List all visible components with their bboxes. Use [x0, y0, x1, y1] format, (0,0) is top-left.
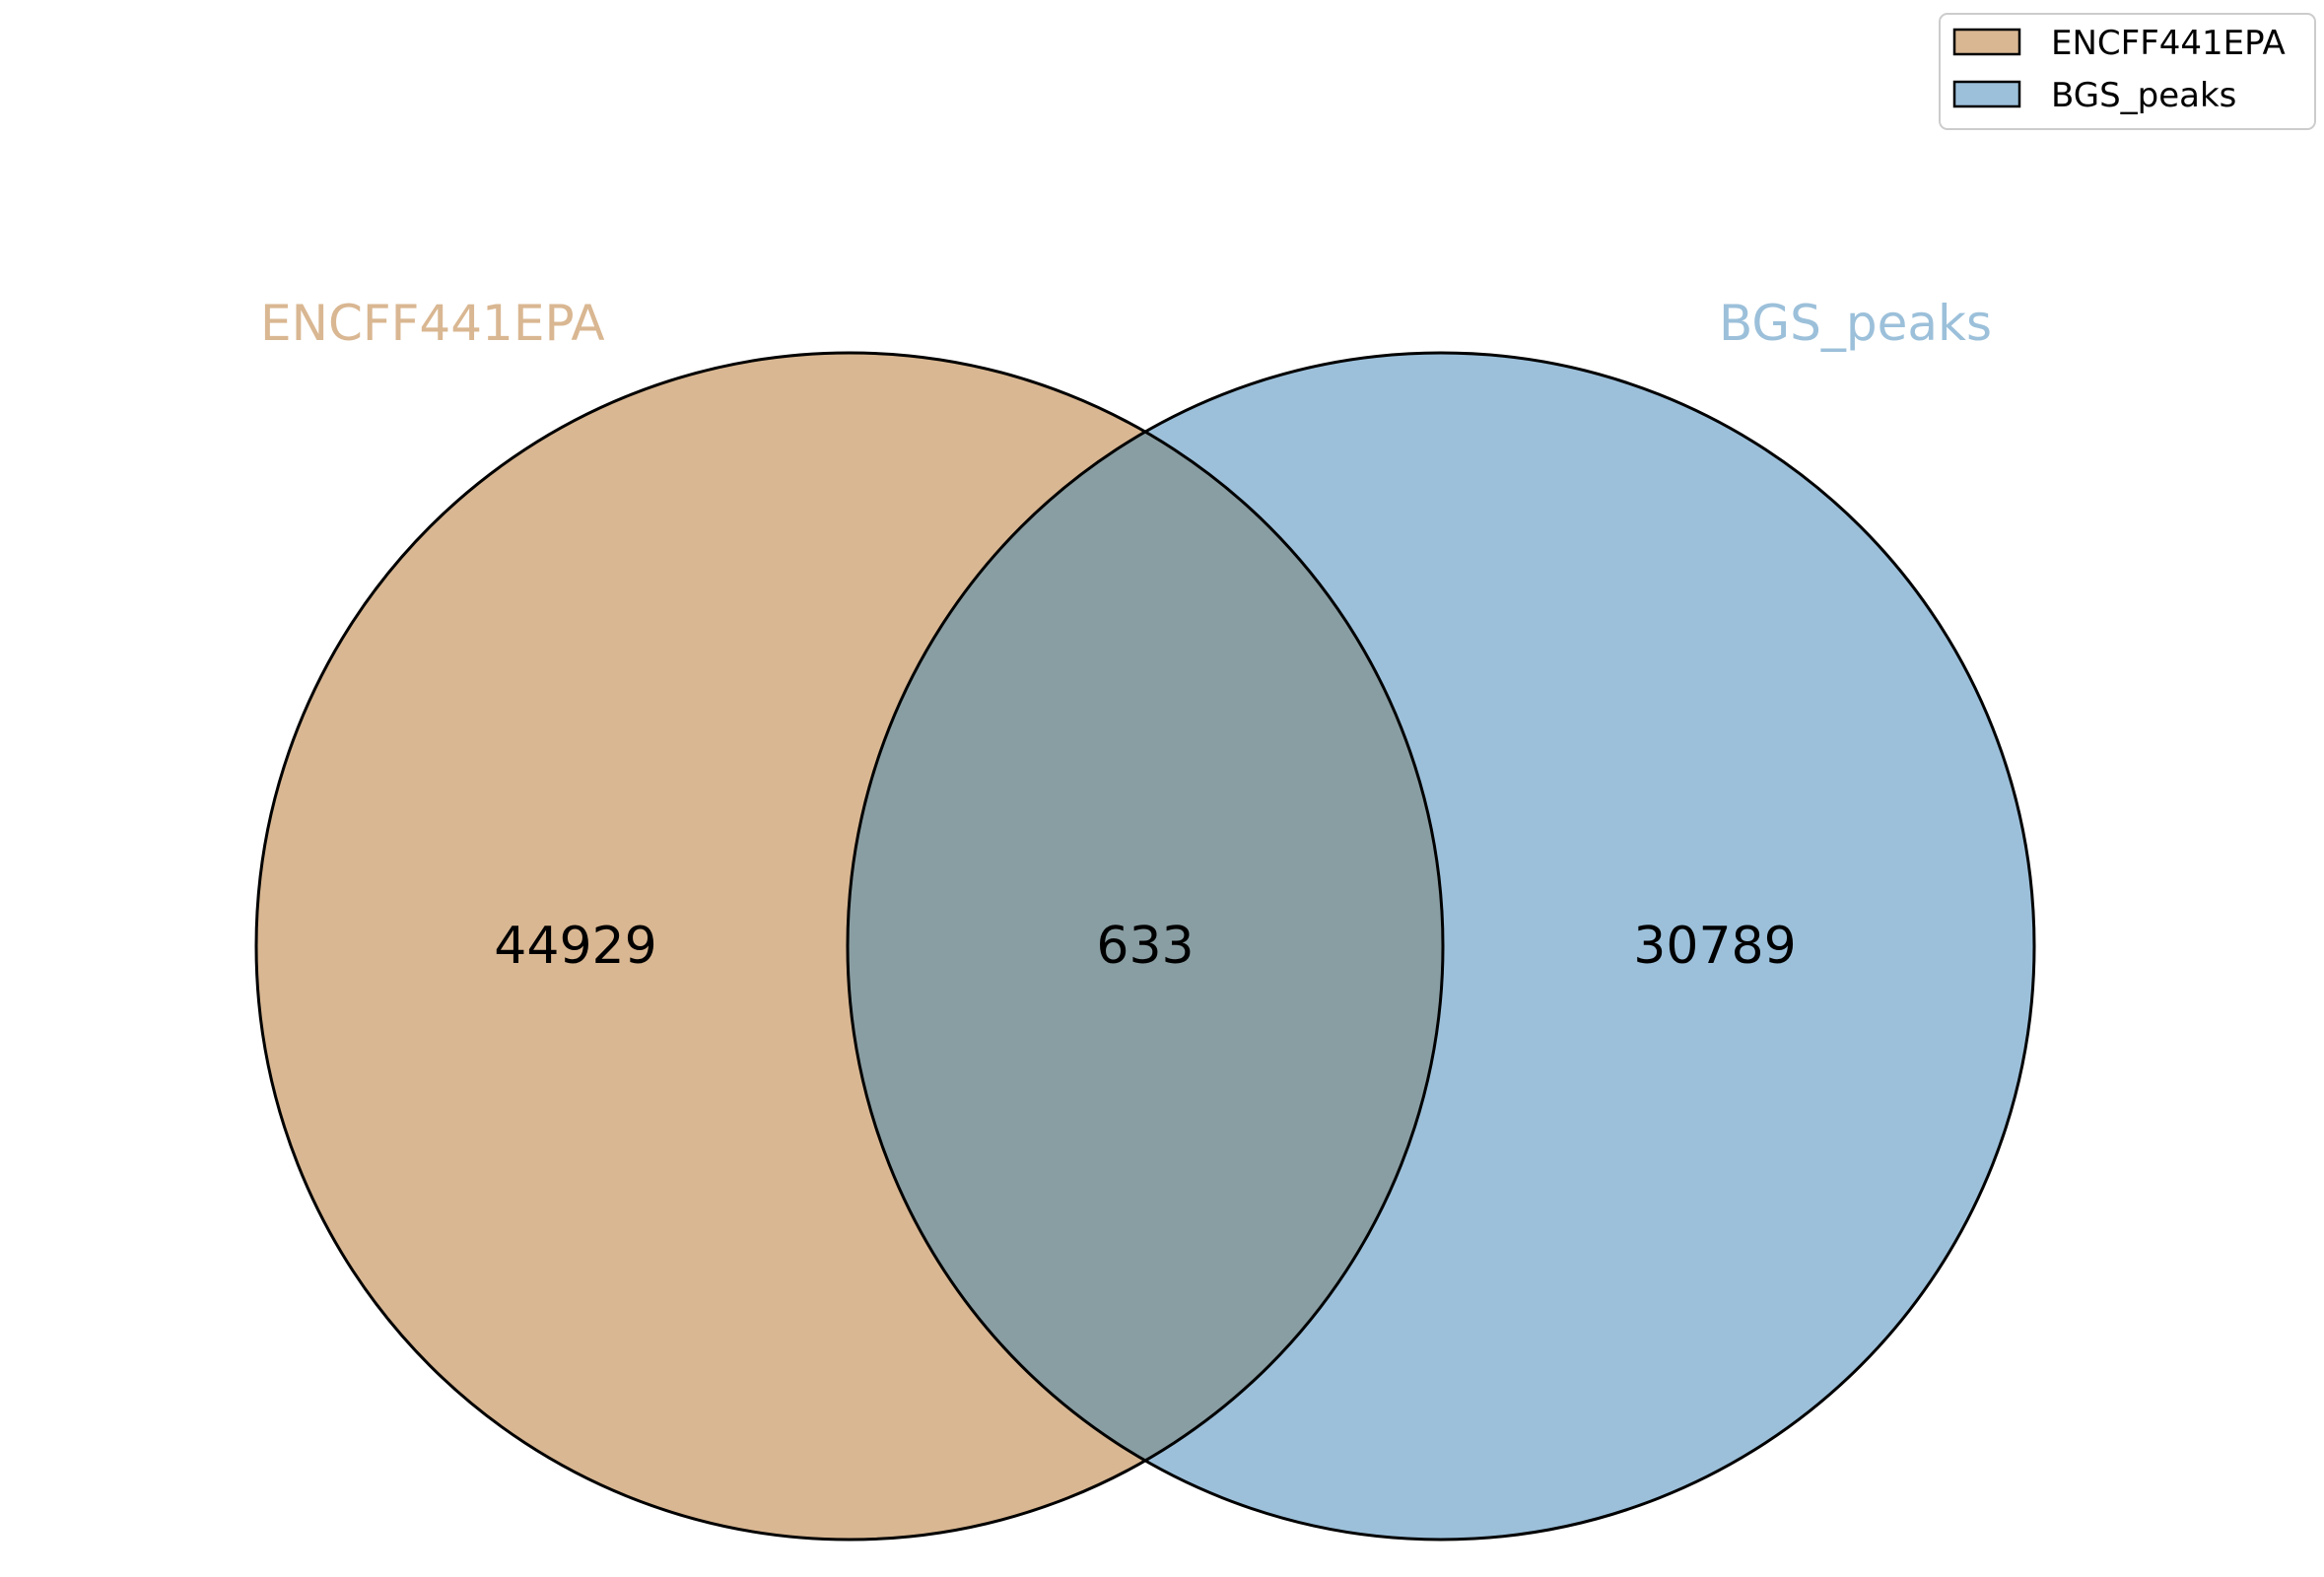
- set-a-outline: [254, 351, 1445, 1542]
- legend: ENCFF441EPA BGS_peaks: [1939, 13, 2316, 130]
- set-a-title: ENCFF441EPA: [260, 295, 605, 352]
- legend-label-set-a: ENCFF441EPA: [2051, 24, 2286, 63]
- set-b-title: BGS_peaks: [1719, 295, 1992, 352]
- legend-label-set-b: BGS_peaks: [2051, 76, 2236, 115]
- set-b-outline: [846, 351, 2036, 1542]
- only-b-count: 30789: [1633, 917, 1796, 976]
- legend-frame: [1939, 13, 2316, 130]
- intersection-count: 633: [1096, 917, 1194, 976]
- intersection-region: [848, 353, 1443, 1540]
- only-a-count: 44929: [494, 917, 656, 976]
- legend-swatch-set-a: [1952, 28, 2021, 56]
- legend-swatch-set-b: [1952, 80, 2021, 108]
